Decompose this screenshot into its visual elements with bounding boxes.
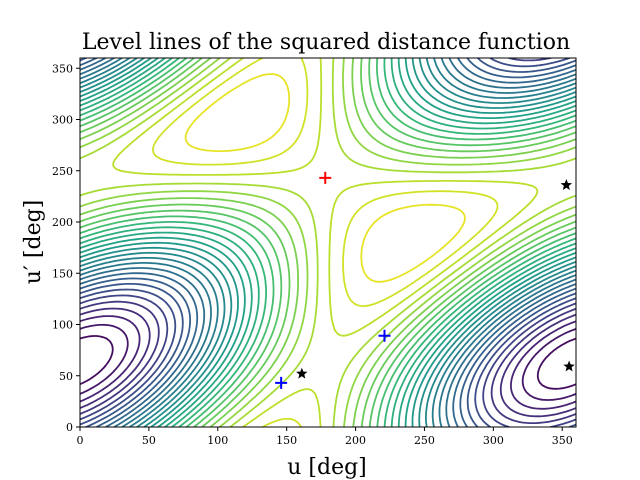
y-tick-label: 150: [52, 267, 73, 280]
contour-level: [80, 58, 576, 427]
contour-level: [80, 58, 576, 427]
x-tick-label: 100: [207, 434, 228, 447]
y-tick-label: 200: [52, 216, 73, 229]
x-tick-label: 250: [414, 434, 435, 447]
contour-level: [80, 58, 576, 427]
contour-level: [80, 58, 576, 427]
x-tick-label: 350: [552, 434, 573, 447]
x-tick-label: 200: [345, 434, 366, 447]
saddle-plus-marker: [275, 376, 288, 389]
chart-title: Level lines of the squared distance func…: [82, 30, 570, 55]
contour-level: [80, 315, 576, 410]
y-tick-label: 250: [52, 165, 73, 178]
maximum-plus-marker: [319, 171, 332, 184]
saddle-plus-marker: [378, 329, 391, 342]
y-tick-label: 350: [52, 62, 73, 75]
x-axis-ticks: 0 50 100 150 200 250 300 350: [77, 427, 573, 447]
x-tick-label: 300: [483, 434, 504, 447]
contour-level: [80, 58, 576, 427]
y-axis-ticks: 0 50 100 150 200 250 300 350: [52, 62, 80, 434]
contour-level: [80, 58, 576, 427]
y-tick-label: 300: [52, 114, 73, 127]
x-tick-label: 150: [276, 434, 297, 447]
contour-level: [80, 58, 576, 427]
y-tick-label: 100: [52, 319, 73, 332]
minimum-star-marker: [563, 360, 575, 372]
contour-level: [152, 58, 499, 427]
contour-level: [80, 58, 576, 427]
contour-level: [80, 58, 576, 427]
plot-frame: [79, 57, 577, 428]
contour-level: [184, 73, 466, 283]
x-tick-label: 0: [77, 434, 84, 447]
contour-level: [80, 300, 576, 424]
minimum-star-marker: [560, 179, 573, 190]
y-tick-label: 0: [66, 421, 73, 434]
contour-level: [80, 58, 576, 427]
contour-level: [80, 323, 576, 401]
x-tick-label: 50: [142, 434, 156, 447]
contour-level: [80, 335, 576, 390]
y-tick-label: 50: [59, 370, 73, 383]
contour-level: [80, 58, 576, 427]
contour-level: [80, 58, 576, 427]
minimum-star-marker: [296, 367, 308, 379]
markers: [275, 171, 575, 389]
plot-area: [79, 57, 577, 428]
x-axis-label: u [deg]: [287, 455, 367, 480]
contour-level: [80, 307, 576, 418]
contour-level: [112, 58, 539, 427]
contour-lines: [80, 58, 576, 427]
y-axis-label: u′ [deg]: [21, 200, 46, 285]
